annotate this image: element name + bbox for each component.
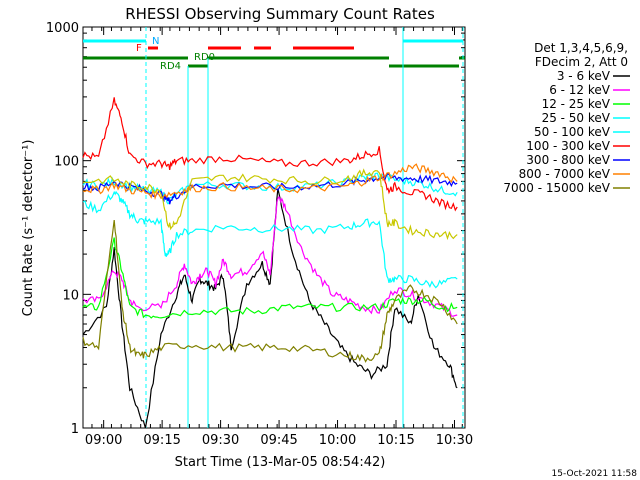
series-line: [82, 220, 458, 363]
series-line: [82, 172, 458, 205]
legend-label: 100 - 300 keV: [526, 139, 610, 153]
legend-label: 800 - 7000 keV: [519, 167, 611, 181]
annotation-n: N: [152, 36, 159, 47]
plot-frame: [82, 26, 466, 429]
observing-bars: [83, 27, 465, 428]
legend-header: Det 1,3,4,5,6,9,: [534, 41, 628, 55]
series-line: [82, 173, 458, 205]
x-tick-label: 10:30: [436, 433, 473, 448]
legend-label: 6 - 12 keV: [549, 83, 611, 97]
legend-label: 7000 - 15000 keV: [503, 181, 610, 195]
series-line: [82, 163, 458, 201]
legend-label: 25 - 50 keV: [542, 111, 611, 125]
series-line: [82, 188, 458, 429]
x-tick-label: 09:45: [260, 433, 297, 448]
y-tick-label: 100: [54, 155, 79, 170]
series-line: [82, 195, 458, 317]
y-tick-label: 1000: [46, 21, 79, 36]
series-line: [82, 190, 458, 289]
annotation-rd0: RD0: [194, 52, 215, 63]
x-tick-label: 09:30: [202, 433, 239, 448]
y-axis: 1 10 100 1000: [46, 21, 465, 437]
legend-label: 300 - 800 keV: [526, 153, 610, 167]
x-tick-label: 10:00: [319, 433, 356, 448]
series-lines: [82, 97, 458, 429]
annotation-f: F: [136, 43, 142, 54]
legend: Det 1,3,4,5,6,9,FDecim 2, Att 03 - 6 keV…: [503, 41, 630, 195]
chart-title: RHESSI Observing Summary Count Rates: [125, 5, 435, 23]
annotations: N F RD0 RD4: [136, 36, 215, 72]
timestamp: 15-Oct-2021 11:58: [552, 469, 638, 479]
x-tick-label: 09:00: [85, 433, 122, 448]
x-axis-label: Start Time (13-Mar-05 08:54:42): [175, 455, 386, 470]
legend-header: FDecim 2, Att 0: [535, 55, 628, 69]
y-tick-label: 1: [71, 422, 79, 437]
y-axis-label: Count Rate (s⁻¹ detector⁻¹): [21, 140, 36, 317]
series-line: [82, 237, 458, 319]
series-line: [82, 168, 458, 241]
series-line: [82, 97, 458, 212]
annotation-rd4: RD4: [160, 61, 181, 72]
legend-label: 3 - 6 keV: [557, 69, 611, 83]
legend-label: 12 - 25 keV: [542, 97, 611, 111]
x-axis: 09:00 09:15 09:30 09:45 10:00 10:15 10:30: [85, 27, 473, 448]
y-tick-label: 10: [62, 288, 79, 303]
x-tick-label: 10:15: [377, 433, 414, 448]
x-tick-label: 09:15: [143, 433, 180, 448]
legend-label: 50 - 100 keV: [534, 125, 611, 139]
